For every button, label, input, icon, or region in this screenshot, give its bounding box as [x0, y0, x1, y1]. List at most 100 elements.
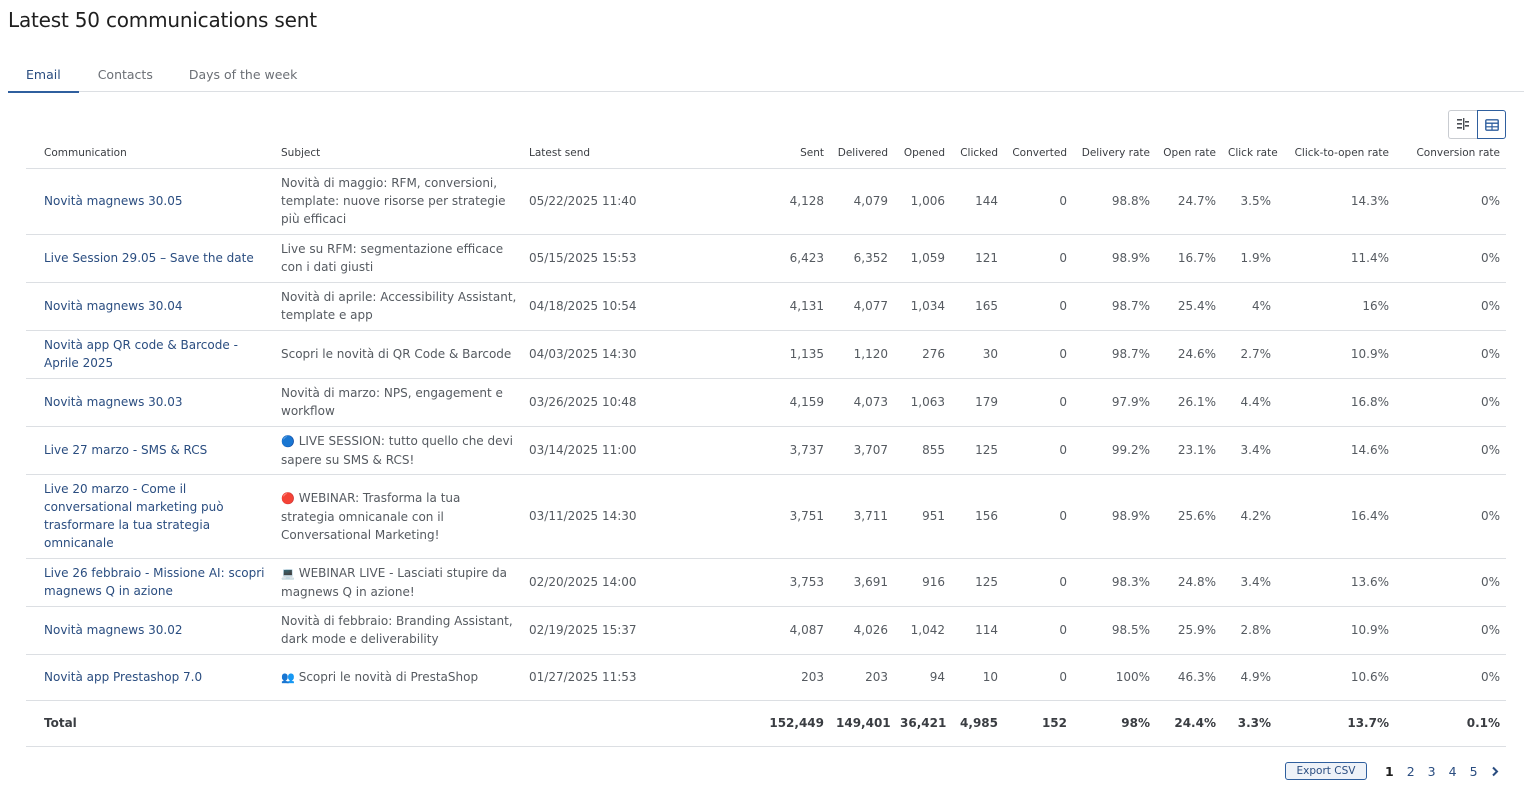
- converted-cell: 0: [1004, 474, 1073, 559]
- delivery-rate-cell: 100%: [1073, 654, 1156, 701]
- subject-text: Live su RFM: segmentazione efficace con …: [281, 242, 504, 274]
- sent-cell: 3,753: [679, 558, 830, 607]
- clicked-cell: 179: [951, 378, 1004, 427]
- table-row: Novità app QR code & Barcode - Aprile 20…: [26, 330, 1506, 379]
- page-5[interactable]: 5: [1469, 763, 1478, 779]
- column-settings-icon: [1457, 118, 1469, 130]
- page-2[interactable]: 2: [1406, 763, 1415, 779]
- column-settings-button[interactable]: [1448, 110, 1477, 139]
- converted-cell: 0: [1004, 378, 1073, 427]
- conversion-rate-cell: 0%: [1395, 330, 1506, 379]
- col-header-subject[interactable]: Subject: [275, 138, 523, 169]
- chevron-right-icon: [1491, 766, 1498, 776]
- clicked-cell: 121: [951, 234, 1004, 283]
- sent-cell: 1,135: [679, 330, 830, 379]
- page-4[interactable]: 4: [1448, 763, 1457, 779]
- communication-link[interactable]: Live Session 29.05 – Save the date: [44, 251, 254, 265]
- communication-link[interactable]: Live 26 febbraio - Missione AI: scopri m…: [44, 566, 265, 598]
- subject-cell: Novità di maggio: RFM, conversioni, temp…: [275, 168, 523, 235]
- col-header-opened[interactable]: Opened: [894, 138, 951, 169]
- table-view-button[interactable]: [1477, 110, 1506, 139]
- tab-days-of-the-week[interactable]: Days of the week: [188, 67, 298, 82]
- communication-link[interactable]: Live 20 marzo - Come il conversational m…: [44, 482, 224, 550]
- pagination: 1 2 3 4 5: [1385, 764, 1499, 779]
- subject-emoji-icon: 🔴: [281, 491, 295, 505]
- table-row: Novità magnews 30.05 Novità di maggio: RF…: [26, 168, 1506, 235]
- subject-emoji-icon: 🔵: [281, 434, 295, 448]
- table-header-row: Communication Subject Latest send Sent D…: [26, 138, 1506, 169]
- opened-cell: 1,059: [894, 234, 951, 283]
- opened-cell: 855: [894, 426, 951, 475]
- open-rate-cell: 26.1%: [1156, 378, 1222, 427]
- col-header-converted[interactable]: Converted: [1004, 138, 1073, 169]
- tab-contacts[interactable]: Contacts: [97, 67, 153, 82]
- communication-link[interactable]: Live 27 marzo - SMS & RCS: [44, 443, 208, 457]
- table-row: Novità magnews 30.02 Novità di febbraio: …: [26, 606, 1506, 655]
- delivered-cell: 4,026: [830, 606, 894, 655]
- clicked-cell: 144: [951, 168, 1004, 235]
- col-header-sent[interactable]: Sent: [679, 138, 830, 169]
- total-subject-cell: [275, 700, 523, 747]
- delivered-cell: 3,711: [830, 474, 894, 559]
- communication-link[interactable]: Novità app Prestashop 7.0: [44, 670, 203, 684]
- total-delivery-rate: 98%: [1073, 700, 1156, 747]
- communication-cell: Live Session 29.05 – Save the date: [26, 234, 275, 283]
- col-header-delivery-rate[interactable]: Delivery rate: [1073, 138, 1156, 169]
- table-view-icon: [1484, 118, 1499, 131]
- communication-cell: Novità magnews 30.04: [26, 282, 275, 331]
- tab-email[interactable]: Email: [8, 60, 79, 93]
- communication-cell: Novità app Prestashop 7.0: [26, 654, 275, 701]
- subject-text: Novità di febbraio: Branding Assistant, …: [281, 614, 513, 646]
- communication-link[interactable]: Novità magnews 30.05: [44, 194, 183, 208]
- click-rate-cell: 2.8%: [1222, 606, 1277, 655]
- col-header-latest-send[interactable]: Latest send: [523, 138, 679, 169]
- sent-cell: 4,131: [679, 282, 830, 331]
- click-to-open-rate-cell: 10.9%: [1277, 606, 1395, 655]
- converted-cell: 0: [1004, 234, 1073, 283]
- delivery-rate-cell: 98.5%: [1073, 606, 1156, 655]
- col-header-click-to-open-rate[interactable]: Click-to-open rate: [1277, 138, 1395, 169]
- col-header-clicked[interactable]: Clicked: [951, 138, 1004, 169]
- clicked-cell: 125: [951, 558, 1004, 607]
- click-to-open-rate-cell: 16.4%: [1277, 474, 1395, 559]
- communication-link[interactable]: Novità magnews 30.04: [44, 299, 183, 313]
- latest-send-cell: 02/19/2025 15:37: [523, 606, 679, 655]
- conversion-rate-cell: 0%: [1395, 234, 1506, 283]
- converted-cell: 0: [1004, 282, 1073, 331]
- subject-cell: Scopri le novità di QR Code & Barcode: [275, 330, 523, 379]
- total-conversion-rate: 0.1%: [1395, 700, 1506, 747]
- page-3[interactable]: 3: [1427, 763, 1436, 779]
- conversion-rate-cell: 0%: [1395, 168, 1506, 235]
- col-header-conversion-rate[interactable]: Conversion rate: [1395, 138, 1506, 169]
- col-header-click-rate[interactable]: Click rate: [1222, 138, 1278, 169]
- clicked-cell: 10: [951, 654, 1004, 701]
- total-sent: 152,449: [679, 700, 830, 747]
- col-header-delivered[interactable]: Delivered: [830, 138, 894, 169]
- col-header-open-rate[interactable]: Open rate: [1156, 138, 1222, 169]
- page-1[interactable]: 1: [1385, 763, 1394, 779]
- total-click-to-open-rate: 13.7%: [1277, 700, 1395, 747]
- sent-cell: 4,159: [679, 378, 830, 427]
- clicked-cell: 30: [951, 330, 1004, 379]
- clicked-cell: 156: [951, 474, 1004, 559]
- subject-text: WEBINAR LIVE - Lasciati stupire da magne…: [281, 565, 508, 599]
- tab-bar: Email Contacts Days of the week: [8, 60, 1524, 93]
- click-to-open-rate-cell: 13.6%: [1277, 558, 1395, 607]
- sent-cell: 3,737: [679, 426, 830, 475]
- export-csv-button[interactable]: Export CSV: [1285, 762, 1367, 780]
- communication-link[interactable]: Novità magnews 30.03: [44, 395, 183, 409]
- subject-text: WEBINAR: Trasforma la tua strategia omni…: [281, 490, 461, 542]
- next-page-button[interactable]: [1491, 766, 1499, 777]
- delivery-rate-cell: 97.9%: [1073, 378, 1156, 427]
- communication-link[interactable]: Novità app QR code & Barcode - Aprile 20…: [44, 338, 238, 370]
- col-header-communication[interactable]: Communication: [26, 138, 275, 169]
- subject-cell: Novità di marzo: NPS, engagement e workf…: [275, 378, 523, 427]
- subject-emoji-icon: 💻: [281, 566, 295, 580]
- opened-cell: 951: [894, 474, 951, 559]
- table-row: Live Session 29.05 – Save the date Live s…: [26, 234, 1506, 283]
- subject-emoji-icon: 👥: [281, 670, 295, 684]
- communication-link[interactable]: Novità magnews 30.02: [44, 623, 183, 637]
- conversion-rate-cell: 0%: [1395, 558, 1506, 607]
- delivered-cell: 6,352: [830, 234, 894, 283]
- click-to-open-rate-cell: 14.6%: [1277, 426, 1395, 475]
